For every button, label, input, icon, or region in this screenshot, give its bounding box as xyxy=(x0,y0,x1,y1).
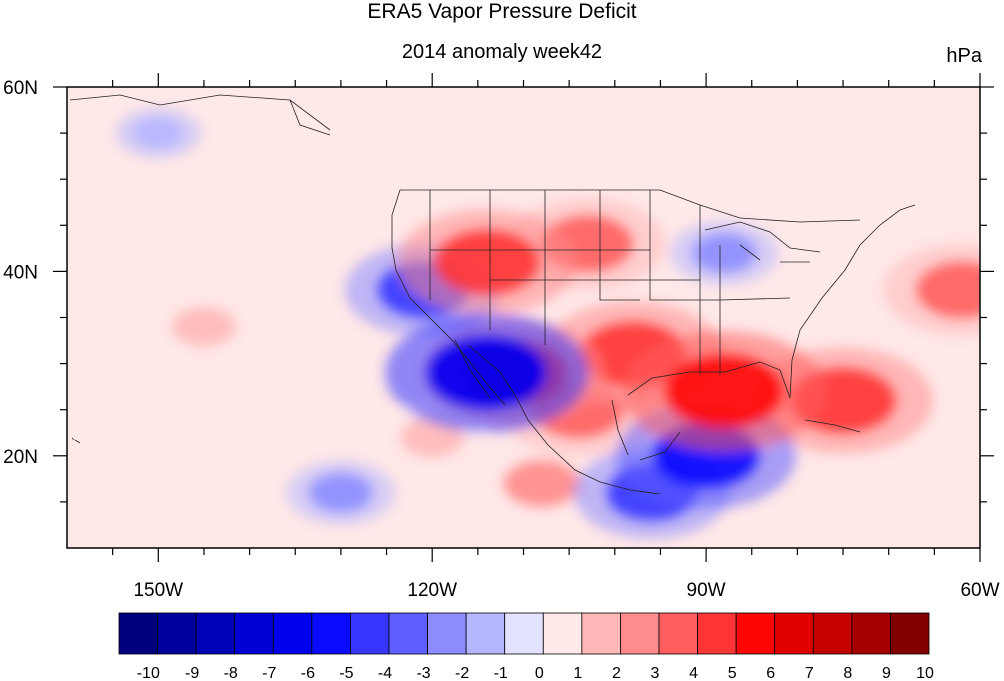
chart-subtitle: 2014 anomaly week42 xyxy=(401,41,603,63)
coastline-path xyxy=(391,189,506,406)
colorbar-swatch xyxy=(427,612,467,655)
coastline-path xyxy=(69,94,331,136)
colorbar-label: -6 xyxy=(301,665,315,681)
x-tick-label: 150W xyxy=(133,580,183,601)
anomaly-cell xyxy=(171,306,236,347)
coastline-path xyxy=(454,339,549,446)
x-axis-labels: 150W 120W 90W 60W xyxy=(133,580,999,601)
colorbar-swatch xyxy=(890,612,930,655)
colorbar-label: 3 xyxy=(651,665,660,681)
colorbar-label: 2 xyxy=(612,665,621,681)
anomaly-cell xyxy=(308,472,373,513)
coastline-path xyxy=(804,419,861,433)
y-axis-labels: 60N 40N 20N xyxy=(3,78,38,468)
colorbar-label: 8 xyxy=(843,665,852,681)
coastlines xyxy=(69,94,916,495)
colorbar-swatch xyxy=(581,612,621,655)
anomaly-cell xyxy=(433,229,540,296)
colorbar-swatch xyxy=(851,612,891,655)
x-tick-label: 90W xyxy=(687,580,726,601)
colorbar-label: -4 xyxy=(378,665,392,681)
chart-title: ERA5 Vapor Pressure Deficit xyxy=(367,0,637,23)
coastline-path xyxy=(547,444,661,495)
colorbar-label: 0 xyxy=(535,665,544,681)
colorbar-label: 1 xyxy=(573,665,582,681)
colorbar-swatch xyxy=(465,612,506,655)
colorbar-swatch xyxy=(388,612,428,655)
colorbar-label: 4 xyxy=(689,665,698,681)
colorbar-swatch xyxy=(620,612,660,655)
colorbar-swatch xyxy=(735,612,776,655)
coastline-path xyxy=(789,204,916,399)
colorbar-label: -5 xyxy=(339,665,353,681)
y-tick-label: 20N xyxy=(3,447,38,468)
colorbar-swatch xyxy=(350,612,390,655)
map-field xyxy=(67,87,980,548)
colorbar-label: 6 xyxy=(766,665,775,681)
colorbar: -10 -9 -8 -7 -6 -5 -4 -3 -2 -1 0 1 2 3 4 5 6 7 8 9 10 xyxy=(118,612,934,681)
colorbar-swatch xyxy=(272,612,313,655)
colorbar-swatch xyxy=(504,612,544,655)
coastline-path xyxy=(71,437,81,444)
y-tick-label: 40N xyxy=(3,262,38,283)
colorbar-label: -10 xyxy=(137,665,160,681)
anomaly-cell xyxy=(664,354,785,429)
colorbar-label: -1 xyxy=(494,665,508,681)
y-tick-label: 60N xyxy=(3,78,38,99)
colorbar-swatch xyxy=(697,612,737,655)
colorbar-swatch xyxy=(658,612,698,655)
x-tick-label: 120W xyxy=(407,580,457,601)
colorbar-swatch xyxy=(157,612,197,655)
units-label: hPa xyxy=(946,45,982,67)
colorbar-label: -9 xyxy=(185,665,199,681)
x-tick-label: 60W xyxy=(960,580,999,601)
colorbar-label: -2 xyxy=(455,665,469,681)
anomaly-cell xyxy=(502,459,581,508)
colorbar-swatch xyxy=(542,612,583,655)
anomaly-cell xyxy=(692,233,757,273)
anomaly-cell xyxy=(426,335,547,411)
colorbar-label: -7 xyxy=(262,665,276,681)
coastline-path xyxy=(400,189,861,223)
axis-ticks xyxy=(53,73,994,562)
coastline-path xyxy=(704,221,821,263)
colorbar-label: -8 xyxy=(224,665,238,681)
colorbar-swatch xyxy=(234,612,274,655)
anomaly-cell xyxy=(133,117,184,149)
colorbar-label: 5 xyxy=(728,665,737,681)
colorbar-swatch xyxy=(774,612,814,655)
colorbar-swatch xyxy=(812,612,853,655)
colorbar-swatch xyxy=(311,612,351,655)
colorbar-swatch xyxy=(195,612,236,655)
colorbar-label: 9 xyxy=(882,665,891,681)
coastline-path xyxy=(429,190,791,375)
colorbar-label: 10 xyxy=(916,665,934,681)
coastline-path xyxy=(611,361,791,461)
colorbar-label: 7 xyxy=(805,665,814,681)
colorbar-swatch xyxy=(118,612,158,655)
anomaly-cell xyxy=(915,261,980,319)
colorbar-label: -3 xyxy=(416,665,430,681)
